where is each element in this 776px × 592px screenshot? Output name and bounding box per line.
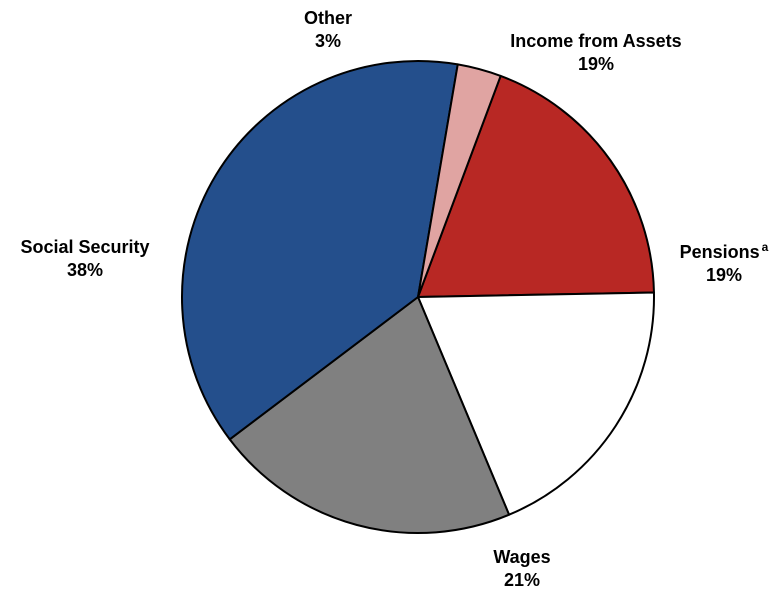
slice-label-pensions: Pensions a 19% (664, 240, 776, 287)
slice-label-income-from-assets-name: Income from Assets (510, 31, 682, 51)
slice-label-other: Other 3% (288, 7, 368, 53)
slice-label-wages-name: Wages (493, 547, 551, 567)
pie-slice-income-from-assets (417, 74, 655, 298)
slice-label-social-security: Social Security 38% (0, 236, 170, 282)
pie-slice-wages (228, 296, 511, 534)
pie-slice-other (417, 63, 502, 298)
pensions-footnote-marker: a (761, 240, 769, 254)
slice-label-social-security-name: Social Security (20, 237, 150, 257)
slice-label-pensions-percent: 19% (705, 265, 743, 285)
pie-slice-social-security (181, 60, 459, 441)
slice-label-wages: Wages 21% (472, 546, 572, 592)
slice-label-other-name: Other (303, 8, 352, 28)
slice-label-social-security-percent: 38% (66, 260, 104, 280)
pie-slice-pensions (417, 291, 655, 516)
slice-label-income-from-assets: Income from Assets 19% (486, 30, 706, 76)
slice-label-pensions-name: Pensions (679, 242, 760, 262)
slice-label-wages-percent: 21% (503, 570, 541, 590)
slice-label-other-percent: 3% (314, 31, 341, 51)
slice-label-income-from-assets-percent: 19% (577, 54, 615, 74)
